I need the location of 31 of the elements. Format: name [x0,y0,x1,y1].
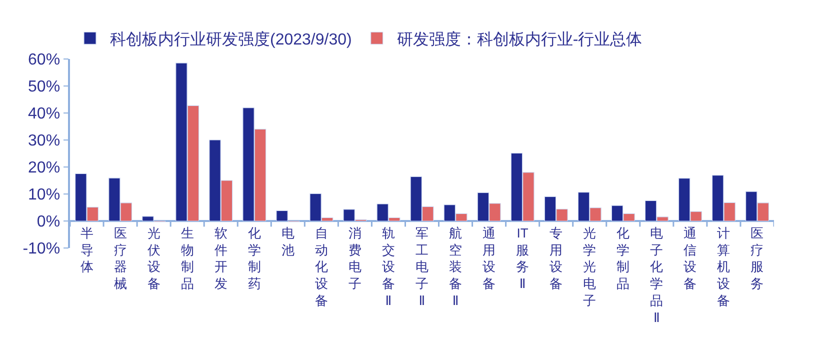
x-tick-label: 生物制品 [180,225,194,292]
x-tick-label: 光学光电子 [583,225,596,308]
x-tick-label: IT服务Ⅱ [516,225,530,292]
x-tick-label: 自动化设备 [314,225,328,308]
y-tick-label: 0% [36,214,60,231]
y-tick-label: 10% [28,186,60,204]
x-tick-label: 专用设备 [550,225,563,292]
x-tick-label: 化学制药 [248,225,261,292]
y-tick-label: 50% [28,78,60,96]
x-tick-label: 软件开发 [214,225,228,292]
x-tick-label: 军工电子Ⅱ [416,225,428,308]
x-tick-label: 计算机设备 [717,225,730,308]
legend-label: 研发强度：科创板内行业-行业总体 [396,30,642,48]
y-tick-label: 30% [28,132,60,150]
x-tick-label: 化学制品 [616,225,630,292]
x-tick-label: 电子化学品Ⅱ [650,225,664,325]
x-tick-label: 医疗器械 [114,225,127,292]
x-tick-label: 通信设备 [684,225,697,292]
x-tick-label: 光伏设备 [147,225,160,292]
x-tick-label: 航空装备Ⅱ [449,225,462,308]
x-tick-label: 医疗服务 [750,225,764,292]
x-tick-label: 通用设备 [482,225,496,292]
x-tick-label: 电池 [281,225,294,258]
x-tick-label: 轨交设备Ⅱ [382,225,395,308]
x-tick-label: 半导体 [80,225,94,274]
y-tick-label: 20% [28,160,60,177]
legend-label: 科创板内行业研发强度(2023/9/30) [110,30,352,48]
y-tick-label: -10% [22,240,60,258]
x-tick-label: 消费电子 [348,225,362,292]
y-tick-label: 40% [28,106,60,123]
y-tick-label: 60% [28,52,60,69]
